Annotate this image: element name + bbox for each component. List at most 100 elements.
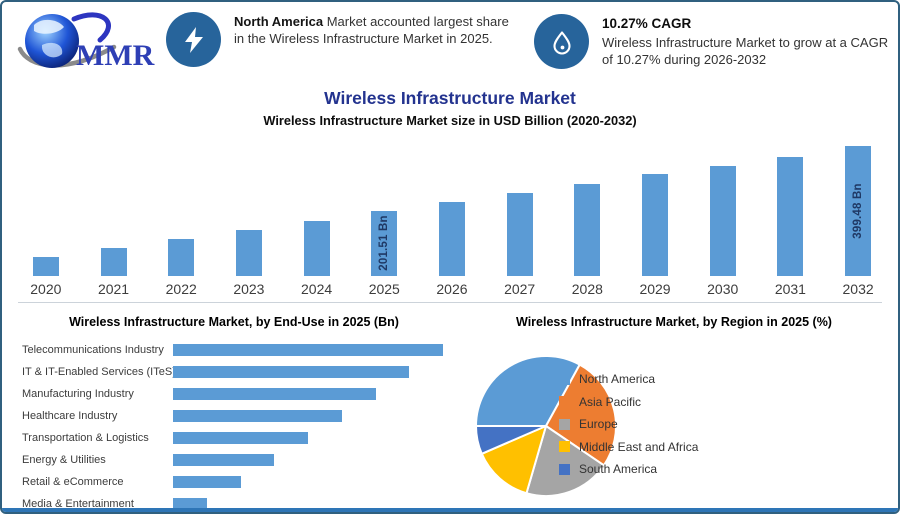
bar-2032: 399.48 Bn (845, 146, 872, 276)
page-subtitle: Wireless Infrastructure Market size in U… (263, 113, 637, 128)
growth-drop-icon (534, 14, 589, 69)
bar-value-label-2032: 399.48 Bn (852, 183, 865, 239)
bar-2024 (303, 220, 330, 276)
pie-slice-asia-pacific (545, 363, 618, 467)
end-use-track (173, 432, 454, 444)
legend-item-middle-east-and-africa: Middle East and Africa (559, 439, 699, 454)
callout-cagr-text: 10.27% CAGR Wireless Infrastructure Mark… (602, 15, 894, 69)
bar-slot-2021 (80, 146, 148, 276)
callout-rest-text: Market accounted largest share in the Wi… (234, 14, 509, 47)
bar-2021 (100, 248, 127, 276)
cagr-heading: 10.27% CAGR (602, 16, 692, 31)
end-use-bar (173, 366, 410, 378)
pie-slice-europe (525, 425, 605, 497)
bar-2030 (709, 165, 736, 276)
end-use-track (173, 476, 454, 488)
cagr-body: Wireless Infrastructure Market to grow a… (602, 34, 889, 68)
bar-slot-2029 (621, 146, 689, 276)
year-label-2032: 2032 (842, 281, 874, 297)
end-use-track (173, 498, 454, 510)
year-label-2022: 2022 (165, 281, 197, 297)
end-use-label: Media & Entertainment (22, 498, 134, 510)
end-use-row: Media & Entertainment (22, 493, 454, 512)
end-use-bar (173, 498, 207, 510)
logo-globe-land-north (34, 19, 64, 34)
end-use-label: Retail & eCommerce (22, 476, 124, 488)
end-use-bar (173, 476, 241, 488)
end-use-row: Healthcare Industry (22, 405, 454, 427)
region-pie-chart (475, 355, 618, 497)
end-use-chart-title: Wireless Infrastructure Market, by End-U… (69, 315, 399, 329)
region-legend: North America Asia Pacific Europe Middle Ea… (559, 372, 699, 486)
end-use-row: Transportation & Logistics (22, 427, 454, 449)
end-use-track (173, 388, 454, 400)
end-use-bar-chart: Telecommunications Industry IT & IT-Enabl… (22, 339, 454, 512)
bar-slot-2024 (283, 146, 351, 276)
end-use-row: Retail & eCommerce (22, 471, 454, 493)
mmr-logo: MMR (12, 7, 162, 77)
end-use-label: Telecommunications Industry (22, 344, 164, 356)
bar-2027 (506, 193, 533, 276)
bar-slot-2020 (12, 146, 80, 276)
logo-blue-swoosh (71, 12, 111, 43)
year-label-2021: 2021 (97, 281, 130, 297)
bar-value-label-2025: 201.51 Bn (378, 215, 391, 272)
bar-2022 (168, 238, 195, 276)
bar-2025: 201.51 Bn (371, 210, 398, 276)
mmr-logo-graphic: MMR (17, 12, 155, 72)
bar-2028 (574, 184, 601, 276)
legend-swatch (559, 396, 570, 407)
callout-bold-text: North America (234, 14, 324, 29)
callout-north-america: North America Market accounted largest s… (166, 12, 518, 67)
year-label-2030: 2030 (707, 281, 739, 297)
end-use-track (173, 344, 454, 356)
axis-line (18, 302, 882, 303)
legend-swatch (559, 373, 570, 385)
end-use-label: IT & IT-Enabled Services (ITeS) (22, 366, 176, 378)
page-title: Wireless Infrastructure Market (324, 88, 576, 108)
callout-cagr: 10.27% CAGR Wireless Infrastructure Mark… (534, 14, 898, 69)
legend-item-asia-pacific: Asia Pacific (559, 394, 698, 409)
pie-slice-south-america (475, 425, 547, 455)
bar-slot-2031 (757, 146, 825, 276)
logo-globe-land-south (42, 42, 63, 58)
bar-slot-2028 (554, 146, 622, 276)
bottom-accent-bar (2, 508, 898, 512)
year-label-2025: 2025 (368, 281, 400, 297)
legend-item-europe: Europe (559, 417, 698, 431)
region-chart-title: Wireless Infrastructure Market, by Regio… (516, 315, 832, 329)
end-use-track (173, 410, 454, 422)
legend-label: Europe (579, 417, 618, 431)
year-label-2024: 2024 (301, 281, 333, 297)
end-use-track (173, 366, 454, 378)
callout-north-america-text: North America Market accounted largest s… (234, 13, 517, 48)
market-size-bar-chart: 201.51 Bn 399.48 Bn (12, 146, 892, 276)
year-label-2027: 2027 (504, 281, 536, 297)
year-label-2020: 2020 (30, 281, 62, 297)
year-axis: 2020 2021 2022 2023 2024 2025 2026 2027 2028 2029… (12, 281, 892, 297)
legend-swatch (559, 418, 570, 430)
end-use-bar (173, 432, 308, 444)
end-use-label: Energy & Utilities (22, 454, 106, 466)
pie-slice-north-america (475, 355, 581, 427)
year-label-2026: 2026 (436, 281, 468, 297)
bar-slot-2023 (215, 146, 283, 276)
bar-2020 (32, 257, 59, 276)
bar-slot-2030 (689, 146, 757, 276)
bar-slot-2025: 201.51 Bn (350, 146, 418, 276)
end-use-row: Telecommunications Industry (22, 339, 454, 361)
year-label-2031: 2031 (774, 281, 806, 297)
year-label-2029: 2029 (639, 281, 671, 297)
logo-text: MMR (76, 39, 155, 72)
legend-label: Asia Pacific (579, 394, 642, 409)
end-use-bar (173, 410, 342, 422)
legend-item-south-america: South America (559, 462, 698, 476)
lightning-glyph (184, 26, 203, 53)
legend-item-north-america: North America (559, 372, 698, 386)
end-use-bar (173, 388, 376, 400)
bar-slot-2027 (486, 146, 554, 276)
bar-2023 (235, 229, 262, 276)
end-use-label: Transportation & Logistics (22, 432, 149, 444)
year-label-2028: 2028 (571, 281, 603, 297)
legend-label: Middle East and Africa (579, 439, 699, 454)
